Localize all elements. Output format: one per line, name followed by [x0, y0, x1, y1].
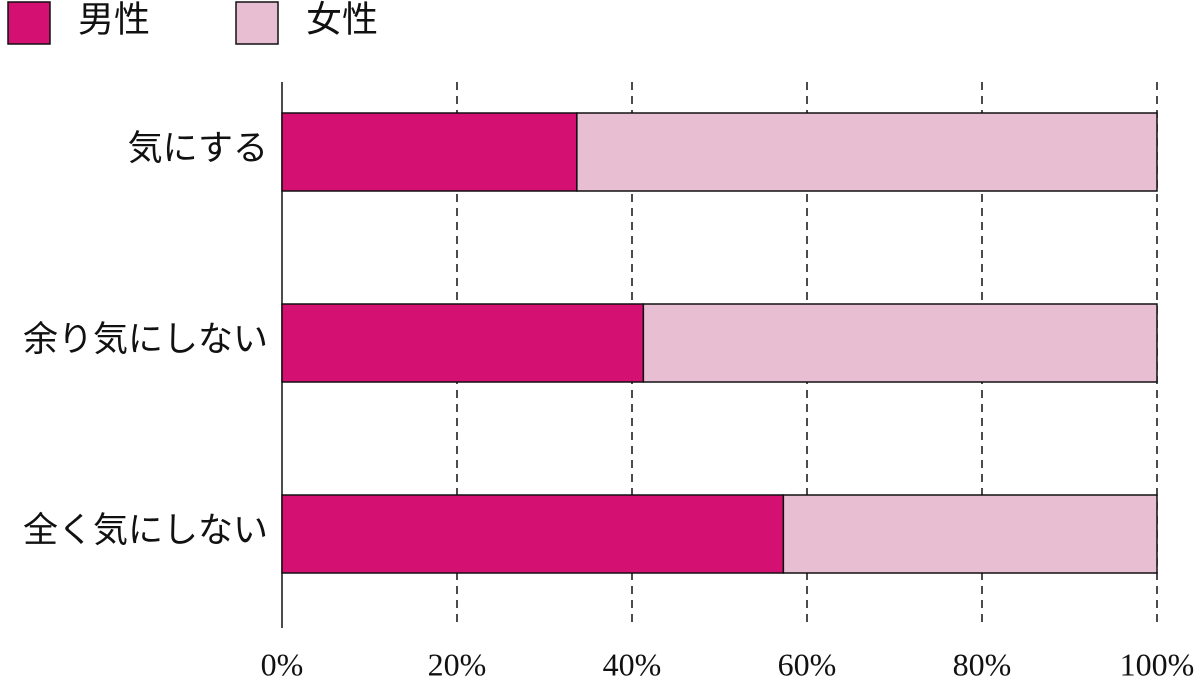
- bar-segment: [281, 112, 578, 192]
- y-tick-label: 全く気にしない: [23, 511, 268, 550]
- x-tick-label: 80%: [953, 646, 1012, 682]
- x-tick-label: 20%: [428, 646, 487, 682]
- legend-label: 女性: [306, 0, 378, 39]
- bar-segment: [642, 303, 1158, 383]
- x-tick-label: 40%: [603, 646, 662, 682]
- legend-swatch: [7, 1, 51, 45]
- x-tick-label: 60%: [778, 646, 837, 682]
- bar-segment: [576, 112, 1158, 192]
- y-tick-label: 余り気にしない: [23, 320, 268, 359]
- legend-swatch: [235, 1, 279, 45]
- bar-segment: [782, 494, 1158, 574]
- x-tick-label: 0%: [261, 646, 304, 682]
- bar-segment: [281, 303, 645, 383]
- legend-label: 男性: [78, 0, 150, 39]
- y-tick-label: 気にする: [128, 129, 268, 168]
- x-tick-label: 100%: [1120, 646, 1195, 682]
- bar-segment: [281, 494, 785, 574]
